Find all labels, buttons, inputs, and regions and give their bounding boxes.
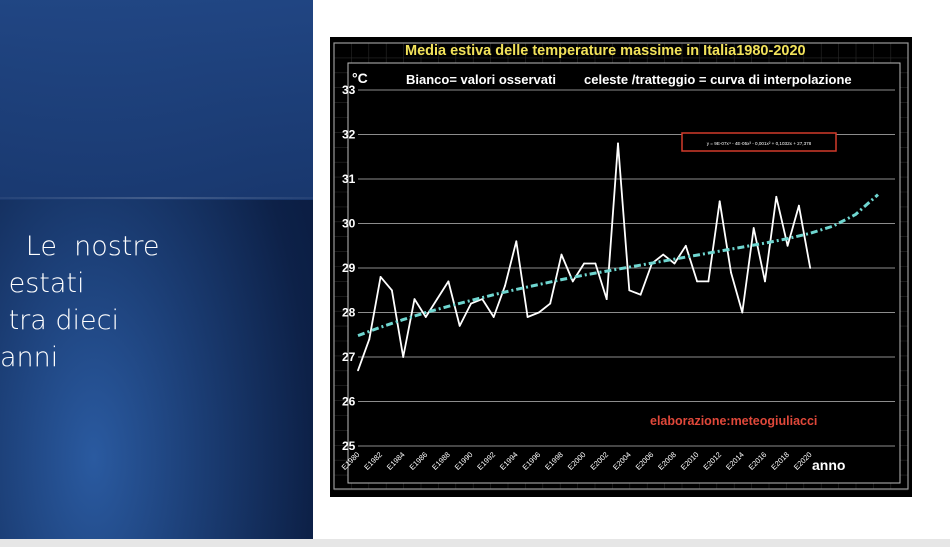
chart-outer-border (333, 42, 909, 490)
panel-divider (0, 197, 313, 199)
observed-point-1990 (470, 302, 472, 305)
equation-box (681, 132, 837, 152)
chart-series (357, 142, 879, 372)
y-tick-27: 27 (342, 350, 356, 364)
observed-point-2000 (583, 262, 585, 265)
observed-point-2012 (718, 200, 721, 203)
slide-heading: Le nostre estati tra dieci anni (0, 228, 313, 376)
y-tick-31: 31 (342, 172, 356, 186)
observed-point-2007 (662, 253, 665, 256)
outer-frame-grid (333, 42, 909, 491)
observed-point-2016 (764, 280, 766, 283)
observed-point-2017 (775, 195, 778, 198)
observed-point-1982 (379, 276, 382, 278)
observed-point-1980 (357, 369, 359, 372)
y-tick-26: 26 (342, 395, 356, 409)
observed-point-2003 (617, 142, 619, 145)
observed-point-2005 (639, 293, 642, 296)
chart-subtitle-observed: Bianco= valori osservati (406, 72, 556, 87)
temperature-chart: Media estiva delle temperature massime i… (330, 37, 912, 497)
observed-point-2013 (730, 271, 732, 274)
y-tick-labels: 25 26 27 28 29 30 31 32 33 (342, 83, 356, 453)
observed-point-1998 (560, 253, 563, 256)
y-tick-30: 30 (342, 217, 356, 231)
observed-point-1993 (504, 284, 506, 287)
y-tick-28: 28 (342, 306, 356, 320)
chart-title: Media estiva delle temperature massime i… (405, 43, 806, 59)
observed-point-2001 (594, 262, 597, 265)
observed-point-2011 (707, 280, 710, 283)
y-axis-label: °C (352, 70, 368, 86)
observed-point-1995 (526, 316, 529, 318)
observed-point-1985 (413, 298, 416, 300)
observed-point-1989 (458, 325, 461, 327)
observed-point-1981 (368, 338, 371, 341)
slide-heading-line-2: estati (0, 268, 85, 299)
observed-point-1997 (549, 302, 552, 305)
y-tick-29: 29 (342, 261, 356, 275)
observed-point-1987 (436, 298, 438, 300)
observed-point-2014 (741, 311, 744, 314)
observed-point-2010 (696, 280, 698, 283)
observed-point-1986 (424, 316, 427, 318)
chart-subtitle-trend: celeste /tratteggio = curva di interpola… (584, 72, 852, 87)
observed-point-2015 (752, 227, 755, 229)
slide-heading-line-1: Le nostre (0, 231, 160, 262)
slide-heading-line-3: tra dieci (0, 305, 119, 336)
observed-point-1999 (571, 280, 574, 283)
credit-annotation: elaborazione:meteogiuliacci (650, 414, 817, 428)
bottom-bar (0, 539, 950, 547)
y-tick-33: 33 (342, 83, 356, 97)
observed-point-2008 (673, 262, 676, 265)
observed-point-1983 (391, 289, 393, 292)
observed-point-2018 (786, 244, 789, 247)
y-tick-25: 25 (342, 439, 356, 453)
slide-background-panel: Le nostre estati tra dieci anni (0, 0, 313, 539)
observed-point-1988 (447, 280, 450, 283)
observed-point-2004 (628, 289, 631, 292)
observed-point-2009 (684, 244, 687, 247)
observed-point-1996 (538, 311, 540, 314)
observed-point-1994 (515, 240, 518, 243)
observed-point-1992 (492, 316, 495, 318)
equation-text: y = 9E-07x⁴ - 4E-05x³ - 0,001x² + 0,1032… (707, 141, 812, 146)
panel-top-glow (0, 0, 313, 200)
observed-point-2020 (809, 267, 812, 269)
trend-line (357, 193, 879, 338)
plot-area-frame (347, 62, 901, 484)
observed-point-2019 (798, 204, 800, 207)
y-tick-32: 32 (342, 128, 356, 142)
observed-point-1984 (402, 356, 405, 358)
slide-heading-line-4: anni (0, 342, 59, 373)
x-axis-label: anno (812, 457, 845, 473)
observed-point-2002 (605, 298, 608, 300)
